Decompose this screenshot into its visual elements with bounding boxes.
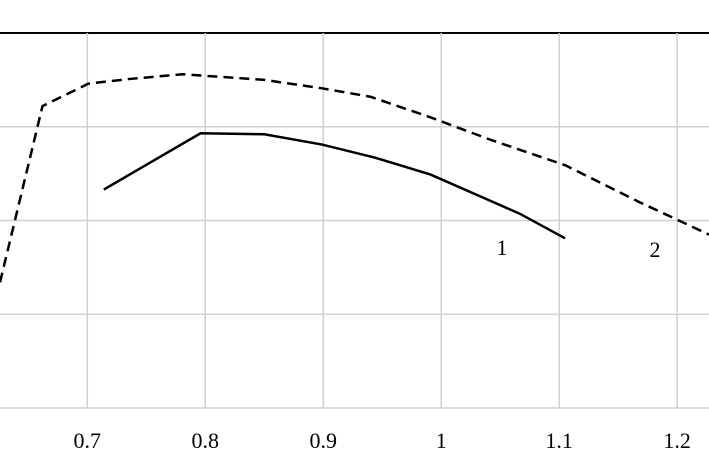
x-tick-label: 1 bbox=[436, 428, 447, 453]
x-tick-label: 0.8 bbox=[192, 428, 220, 453]
series-label: 1 bbox=[497, 235, 508, 260]
x-tick-label: 0.7 bbox=[74, 428, 102, 453]
x-tick-label: 0.9 bbox=[309, 428, 337, 453]
series-label: 2 bbox=[650, 237, 661, 262]
x-tick-label: 1.2 bbox=[663, 428, 691, 453]
line bbox=[103, 132, 566, 240]
line bbox=[0, 72, 709, 283]
x-tick-label: 1.1 bbox=[545, 428, 573, 453]
